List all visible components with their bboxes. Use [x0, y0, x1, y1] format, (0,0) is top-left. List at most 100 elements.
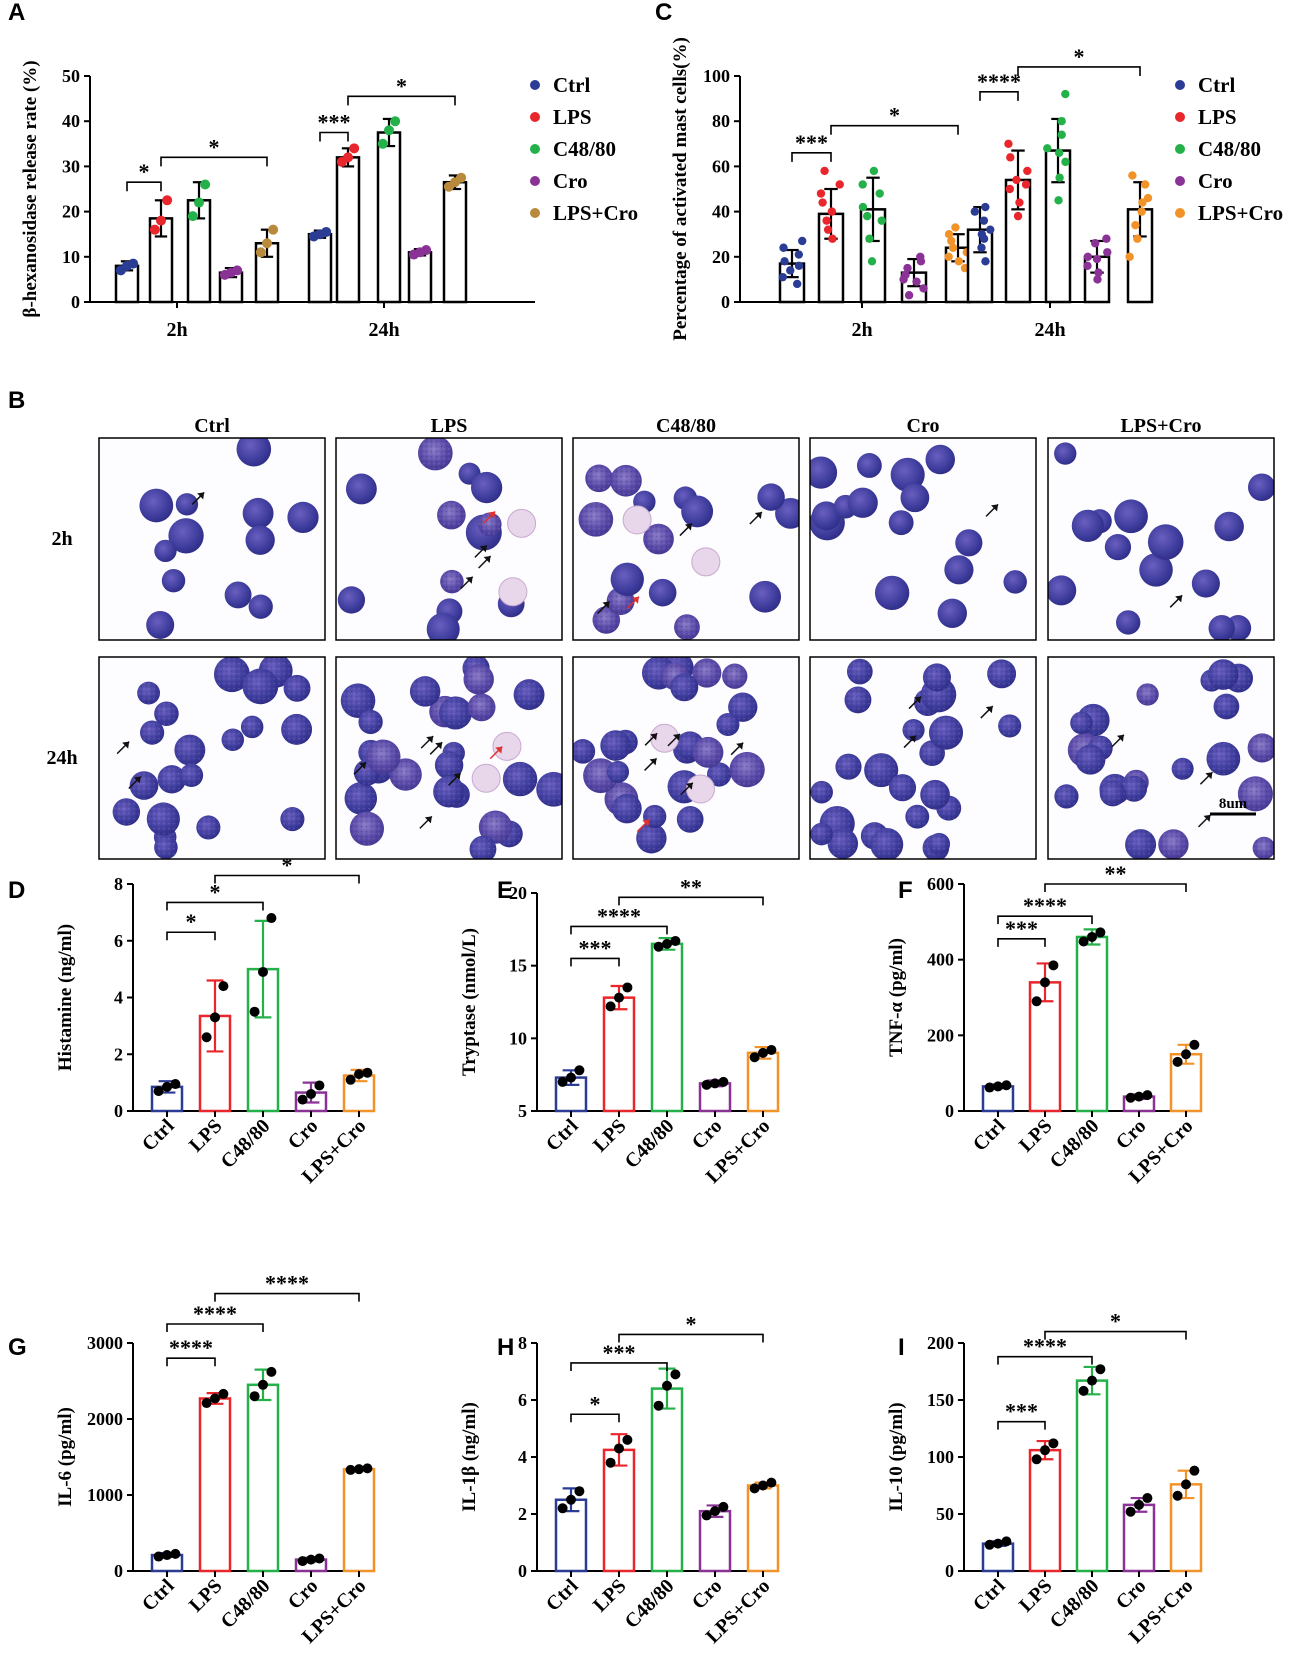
mast-cell — [1139, 553, 1173, 587]
mast-cell — [337, 586, 366, 614]
category-label: LPS — [589, 1575, 630, 1616]
legend-item: Ctrl — [530, 73, 590, 97]
significance-label: **** — [1023, 893, 1067, 918]
data-point — [794, 250, 804, 259]
significance-label: *** — [795, 130, 828, 155]
category-label: Cro — [688, 1115, 727, 1154]
cell-granules — [1070, 712, 1093, 734]
arrow-head — [909, 735, 917, 743]
degranulated-cell — [492, 731, 522, 761]
cell-granules — [871, 828, 903, 859]
significance-label: * — [186, 909, 197, 934]
arrow-head — [488, 511, 496, 519]
data-point — [149, 224, 160, 235]
cell-granules — [847, 659, 873, 684]
micrograph-tile — [98, 437, 326, 641]
y-tick-label: 400 — [927, 950, 954, 970]
cell-group — [810, 658, 1022, 859]
cell-granules — [147, 803, 180, 835]
micrograph-border — [809, 656, 1037, 860]
mast-cell — [648, 578, 677, 607]
data-point — [749, 1483, 760, 1494]
cell-granules — [1121, 776, 1147, 802]
bar — [698, 1509, 732, 1573]
arrow-head — [424, 816, 432, 824]
arrow-head — [359, 762, 367, 770]
panel-letter: B — [8, 387, 25, 414]
panel-letter: C — [655, 0, 672, 26]
cell-granules — [464, 664, 494, 694]
category-label: Cro — [1112, 1115, 1151, 1154]
cell-granules — [468, 694, 495, 721]
data-point — [201, 1398, 212, 1409]
y-tick-label: 0 — [114, 1561, 123, 1581]
cell-group — [573, 657, 765, 854]
arrow-head — [197, 492, 205, 500]
row-label: 2h — [51, 528, 72, 550]
panel-letter: H — [497, 1334, 514, 1361]
mast-cell — [811, 501, 841, 531]
category-label: LPS — [185, 1115, 226, 1156]
arrow-head — [495, 746, 503, 754]
data-point — [798, 236, 807, 246]
degranulated-cell — [507, 508, 537, 538]
data-point — [421, 245, 432, 256]
legend-marker — [1175, 176, 1185, 186]
category-label: Ctrl — [138, 1575, 179, 1616]
cell-granules — [341, 684, 375, 718]
significance-label: **** — [597, 903, 641, 928]
data-point — [1048, 1438, 1059, 1449]
bar — [602, 996, 636, 1113]
data-point — [1061, 157, 1070, 167]
arrow-head — [1203, 814, 1211, 822]
data-point — [614, 992, 624, 1003]
mast-cell — [1048, 575, 1077, 606]
mast-cell — [242, 497, 274, 529]
data-point — [210, 1012, 220, 1023]
significance-bracket — [618, 896, 764, 906]
y-tick-label: 50 — [936, 1504, 954, 1524]
significance-bracket — [570, 1413, 620, 1423]
legend-label: LPS+Cro — [553, 201, 638, 225]
category-label: LPS — [1015, 1575, 1056, 1616]
data-point — [1134, 1499, 1144, 1510]
y-tick-label: 80 — [712, 111, 730, 131]
cell-granules — [722, 664, 747, 689]
bar — [602, 1448, 636, 1573]
data-point — [354, 1069, 364, 1080]
cell-granules — [692, 659, 721, 687]
significance-bracket — [1017, 66, 1141, 76]
cell-granules — [1054, 784, 1078, 808]
data-point — [749, 1052, 760, 1063]
y-tick-label: 10 — [62, 247, 80, 267]
cell-granules — [470, 836, 496, 859]
cell-granules — [439, 697, 472, 729]
data-point — [778, 272, 787, 282]
data-point — [456, 172, 467, 183]
arrow-head — [914, 696, 922, 704]
y-tick-label: 10 — [509, 1028, 527, 1048]
data-point — [766, 1044, 777, 1055]
data-point — [1031, 1454, 1042, 1465]
arrow-head — [1116, 734, 1124, 742]
cell-granules — [889, 774, 916, 801]
data-point — [1143, 193, 1153, 203]
significance-label: * — [210, 879, 221, 904]
cell-granules — [280, 807, 304, 831]
category-label: C48/80 — [1046, 1575, 1104, 1633]
micrograph-tile — [98, 656, 326, 860]
mast-cell — [1071, 509, 1104, 542]
y-tick-label: 0 — [945, 1101, 954, 1121]
mast-cell — [154, 539, 177, 563]
mast-cell — [757, 483, 785, 511]
y-tick-label: 40 — [62, 111, 80, 131]
column-label: C48/80 — [656, 415, 716, 437]
data-point — [1087, 931, 1097, 942]
mast-cell — [890, 457, 925, 492]
micrograph-border — [335, 656, 563, 860]
micrograph-border — [809, 437, 1037, 641]
arrow-head — [122, 741, 130, 749]
data-point — [718, 1076, 729, 1087]
cell-granules — [196, 816, 220, 839]
